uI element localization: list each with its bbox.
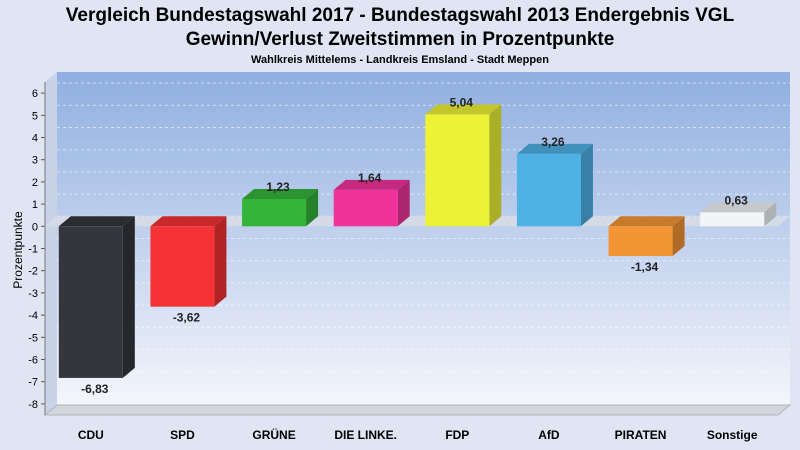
y-tick-label: -6	[28, 355, 38, 367]
y-tick-label: 6	[32, 88, 38, 100]
bar-front	[242, 198, 307, 227]
plot-floor	[43, 404, 792, 416]
bar-side	[489, 104, 502, 227]
bar-side	[580, 143, 593, 227]
x-tick-label: CDU	[78, 428, 104, 442]
bar-front	[58, 226, 123, 378]
data-label: 0,63	[725, 193, 749, 207]
bar-top	[700, 202, 777, 213]
y-tick-label: -7	[28, 377, 38, 389]
bar-front	[516, 153, 581, 227]
data-label: -3,62	[173, 311, 201, 325]
bar-front	[700, 212, 765, 227]
y-tick-label: 5	[32, 110, 38, 122]
bar-side	[122, 216, 135, 378]
bar-8	[700, 202, 777, 227]
bar-top	[516, 143, 593, 154]
data-label: -6,83	[81, 382, 109, 396]
data-label: 1,23	[266, 180, 290, 194]
bar-side	[306, 188, 319, 227]
bar-front	[150, 226, 215, 307]
x-tick-label: FDP	[445, 428, 469, 442]
y-tick-label: 0	[32, 221, 38, 233]
bar-side	[672, 216, 685, 257]
x-tick-label: DIE LINKE.	[334, 428, 397, 442]
y-tick-label: 4	[32, 133, 38, 145]
x-tick-label: AfD	[538, 428, 560, 442]
bar-side	[397, 179, 410, 227]
bar-side	[214, 216, 227, 307]
bar-front	[608, 226, 673, 257]
bar-top	[425, 104, 502, 115]
bar-5	[425, 104, 502, 227]
bar-top	[58, 216, 135, 227]
x-tick-label: GRÜNE	[252, 427, 295, 442]
data-label: 5,04	[450, 95, 474, 109]
y-tick-label: -2	[28, 266, 38, 278]
bar-2	[150, 216, 227, 307]
y-tick-label: -8	[28, 399, 38, 411]
y-tick-label: -3	[28, 288, 38, 300]
y-tick-label: -1	[28, 244, 38, 256]
chart-title-line2: Gewinn/Verlust Zweitstimmen in Prozentpu…	[185, 29, 615, 50]
bar-1	[58, 216, 135, 378]
chart-subtitle: Wahlkreis Mittelems - Landkreis Emsland …	[251, 54, 549, 66]
bar-front	[333, 189, 398, 227]
bar-top	[150, 216, 227, 227]
bar-4	[333, 179, 410, 227]
zero-plane	[45, 216, 790, 227]
bar-front	[425, 114, 490, 227]
bar-top	[333, 179, 410, 190]
y-tick-label: 3	[32, 155, 38, 167]
bar-side	[764, 202, 777, 227]
chart-title: Vergleich Bundestagswahl 2017 - Bundesta…	[65, 5, 735, 26]
y-tick-label: 1	[32, 199, 38, 211]
bar-7	[608, 216, 685, 257]
x-tick-label: SPD	[170, 428, 195, 442]
bar-top	[242, 188, 319, 199]
x-tick-label: Sonstige	[707, 428, 758, 442]
data-label: -1,34	[631, 260, 659, 274]
data-label: 3,26	[541, 135, 565, 149]
data-label: 1,64	[358, 171, 382, 185]
x-tick-label: PIRATEN	[615, 428, 667, 442]
y-tick-label: -4	[28, 310, 38, 322]
y-tick-label: -5	[28, 332, 38, 344]
bar-top	[608, 216, 685, 227]
y-tick-label: 2	[32, 177, 38, 189]
bar-3	[242, 188, 319, 227]
bar-6	[516, 143, 593, 227]
plot-side-wall	[45, 72, 57, 415]
